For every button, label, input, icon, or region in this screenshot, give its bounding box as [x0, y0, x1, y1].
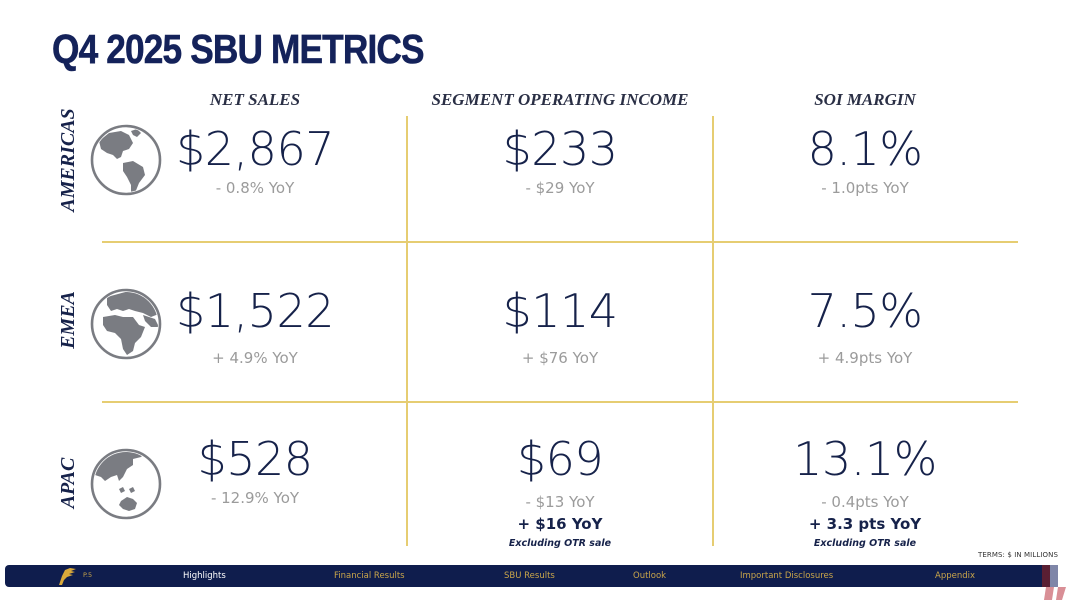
americas-soi-margin-yoy: - 1.0pts YoY — [821, 179, 909, 197]
americas-soi-margin: 8.1% - 1.0pts YoY — [765, 122, 965, 198]
globe-americas-icon — [90, 124, 162, 196]
apac-soi-adjusted-note: Excluding OTR sale — [508, 538, 612, 549]
apac-soi-margin: 13.1% - 0.4pts YoY + 3.3 pts YoY Excludi… — [765, 432, 965, 552]
emea-soi-margin-yoy: + 4.9pts YoY — [817, 349, 913, 367]
nav-appendix[interactable]: Appendix — [935, 571, 976, 581]
column-header-segment-operating-income: SEGMENT OPERATING INCOME — [431, 90, 689, 109]
emea-soi-margin-value: 7.5% — [807, 284, 923, 338]
region-label-americas: AMERICAS — [57, 108, 79, 212]
nav-important-disclosures[interactable]: Important Disclosures — [740, 571, 834, 581]
globe-apac-icon — [90, 448, 162, 520]
emea-soi-yoy: + $76 YoY — [521, 349, 599, 367]
apac-soi-adjusted-yoy: + $16 YoY — [517, 515, 603, 533]
emea-soi-margin: 7.5% + 4.9pts YoY — [765, 284, 965, 368]
column-header-net-sales: NET SALES — [209, 90, 301, 109]
americas-net-sales-yoy: - 0.8% YoY — [215, 179, 295, 197]
winged-foot-logo-icon — [59, 568, 76, 585]
apac-soi-yoy: - $13 YoY — [525, 493, 595, 511]
apac-soi-margin-adjusted-note: Excluding OTR sale — [813, 538, 917, 549]
footer-navbar: P.5 Highlights Financial Results SBU Res… — [5, 565, 1051, 587]
emea-net-sales: $1,522 + 4.9% YoY — [175, 284, 335, 368]
apac-soi-value: $69 — [516, 432, 604, 486]
emea-soi: $114 + $76 YoY — [460, 284, 660, 368]
page-number: P.5 — [83, 571, 93, 579]
column-header-soi-margin: SOI MARGIN — [814, 90, 916, 109]
grid-horizontal-divider-1 — [102, 241, 1018, 243]
americas-soi-value: $233 — [502, 122, 618, 176]
region-label-emea: EMEA — [57, 291, 79, 349]
apac-soi-margin-value: 13.1% — [793, 432, 937, 486]
grid-vertical-divider-1 — [406, 116, 408, 546]
americas-soi-yoy: - $29 YoY — [525, 179, 595, 197]
americas-net-sales: $2,867 - 0.8% YoY — [175, 122, 335, 198]
americas-net-sales-value: $2,867 — [176, 122, 334, 176]
emea-net-sales-value: $1,522 — [176, 284, 334, 338]
apac-net-sales-yoy: - 12.9% YoY — [210, 489, 300, 507]
grid-vertical-divider-2 — [712, 116, 714, 546]
nav-highlights[interactable]: Highlights — [183, 571, 226, 581]
region-label-apac: APAC — [57, 457, 79, 509]
page-title: Q4 2025 SBU METRICS — [52, 26, 425, 73]
grid-horizontal-divider-2 — [102, 401, 1018, 403]
nav-outlook[interactable]: Outlook — [633, 571, 667, 581]
svg-text:&: & — [1060, 568, 1068, 584]
emea-net-sales-yoy: + 4.9% YoY — [212, 349, 298, 367]
terms-note: TERMS: $ IN MILLIONS — [978, 551, 1058, 559]
apac-net-sales-value: $528 — [197, 432, 313, 486]
americas-soi-margin-value: 8.1% — [807, 122, 923, 176]
nav-financial-results[interactable]: Financial Results — [334, 571, 405, 581]
apac-net-sales: $528 - 12.9% YoY — [175, 432, 335, 508]
nav-sbu-results[interactable]: SBU Results — [504, 571, 555, 581]
emea-soi-value: $114 — [502, 284, 618, 338]
apac-soi-margin-adjusted-yoy: + 3.3 pts YoY — [808, 515, 922, 533]
apac-soi-margin-yoy: - 0.4pts YoY — [821, 493, 909, 511]
apac-soi: $69 - $13 YoY + $16 YoY Excluding OTR sa… — [460, 432, 660, 552]
globe-emea-icon — [90, 288, 162, 360]
americas-soi: $233 - $29 YoY — [460, 122, 660, 198]
corner-brand-mark-icon: & — [1042, 565, 1068, 600]
